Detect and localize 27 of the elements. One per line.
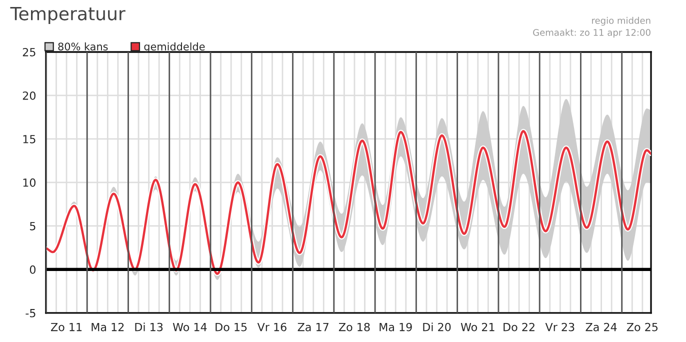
legend-label: gemiddelde (144, 42, 205, 53)
text: 80% kans (58, 42, 108, 50)
x-tick-label: Zo 25 (626, 322, 658, 332)
x-tick-label: Do 22 (504, 322, 534, 332)
x-tick-label: Ma 19 (380, 322, 412, 332)
y-tick-label: 15 (23, 135, 36, 144)
y-tick-label: 10 (23, 178, 36, 187)
x-tick-label: Do 15 (216, 322, 247, 332)
x-tick-label: Zo 11 (50, 322, 82, 332)
text: regio midden (592, 16, 650, 26)
x-tick-label: Di 13 (135, 322, 163, 332)
x-tick-label: Wo 14 (172, 322, 207, 332)
x-tick-label: Ma 12 (92, 322, 124, 332)
chart-title: Temperatuur (10, 7, 126, 24)
x-tick-label: Vr 16 (257, 322, 286, 332)
x-tick-label: Za 17 (298, 322, 328, 332)
y-tick-label: 25 (22, 48, 36, 56)
x-tick-label: Di 20 (423, 322, 451, 332)
x-tick-label: Zo 18 (338, 322, 370, 332)
y-tick-label: 0 (30, 265, 36, 274)
text: Gemaakt: zo 11 apr 12:00 (533, 28, 650, 38)
y-tick-label: -5 (26, 309, 36, 318)
x-tick-label: Za 24 (586, 322, 617, 332)
y-tick-label: 20 (22, 91, 36, 100)
x-tick-label: Wo 21 (460, 322, 494, 332)
y-tick-label: 5 (30, 222, 36, 230)
x-tick-label: Vr 23 (545, 322, 574, 332)
